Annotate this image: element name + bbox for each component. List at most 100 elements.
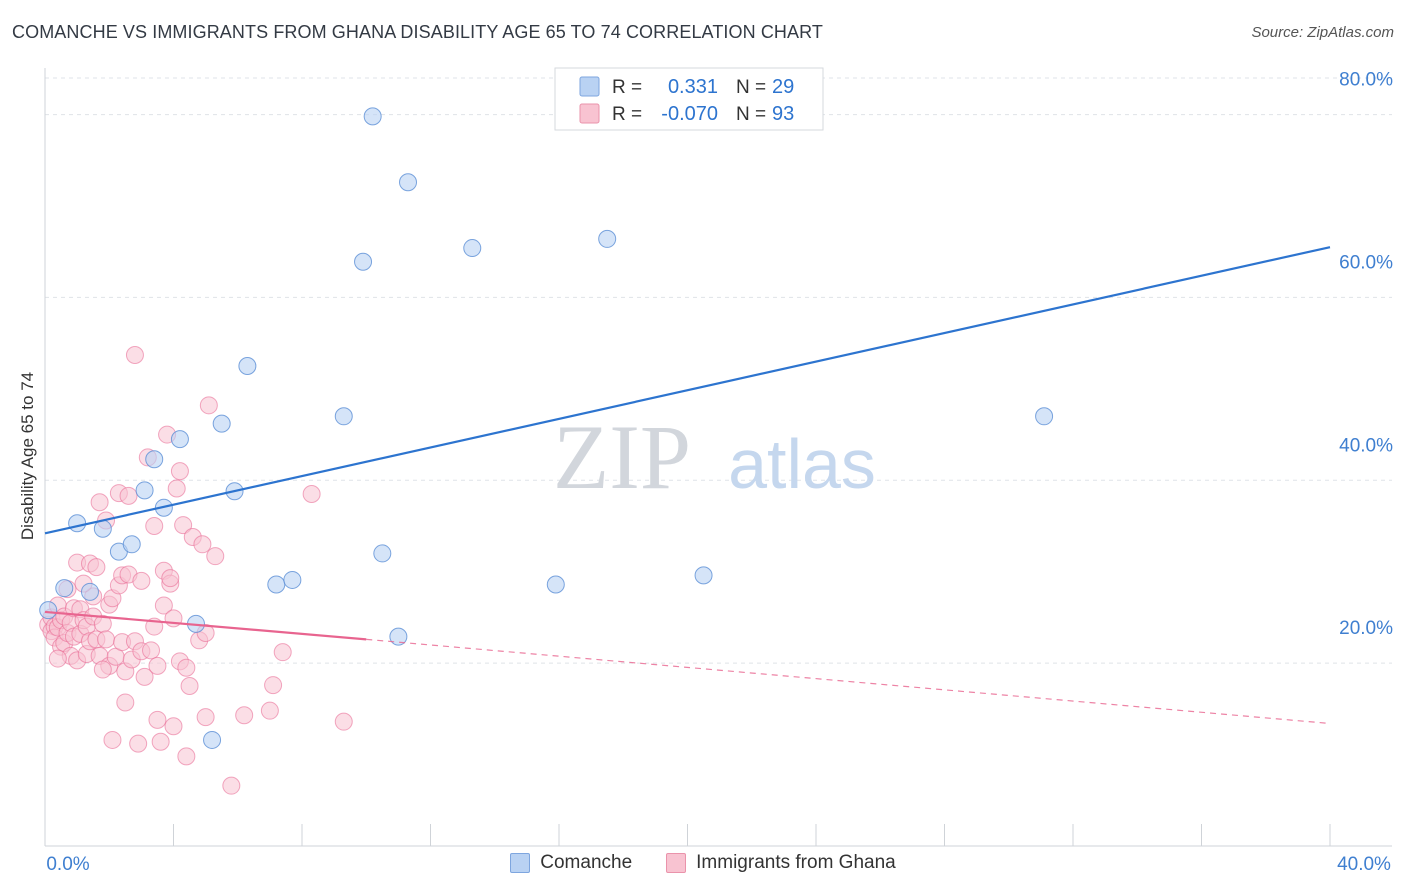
ghana-point bbox=[177, 658, 196, 677]
legend-r-label-2: R = bbox=[612, 104, 642, 125]
ghana-point bbox=[125, 346, 144, 365]
ghana-point bbox=[260, 701, 279, 720]
trend-lines bbox=[44, 246, 1331, 725]
ghana-points bbox=[39, 346, 353, 795]
comanche-point bbox=[363, 107, 382, 126]
ghana-point bbox=[167, 479, 186, 498]
comanche-point bbox=[203, 730, 222, 749]
comanche-point bbox=[463, 239, 482, 258]
comanche-point bbox=[283, 570, 302, 589]
ghana-point bbox=[142, 641, 161, 660]
ghana-point bbox=[129, 734, 148, 753]
comanche-point bbox=[238, 357, 257, 375]
comanche-point bbox=[39, 601, 58, 620]
ghana-point bbox=[170, 462, 189, 481]
ghana-point bbox=[97, 630, 116, 649]
ghana-point bbox=[151, 732, 170, 751]
series-legend: Comanche Immigrants from Ghana bbox=[0, 852, 1406, 874]
watermark: ZIP atlas bbox=[553, 406, 876, 508]
legend-n-label-2: N = bbox=[736, 104, 766, 125]
ghana-point bbox=[154, 596, 173, 615]
legend-swatch-ghana-bottom bbox=[666, 853, 687, 873]
comanche-point bbox=[170, 430, 189, 449]
y-tick-label: 40.0% bbox=[1339, 435, 1393, 456]
legend-label-comanche: Comanche bbox=[540, 852, 633, 873]
ghana-trend-extension bbox=[366, 638, 1331, 725]
ghana-point bbox=[148, 656, 167, 675]
comanche-point bbox=[135, 481, 154, 500]
y-axis-title: Disability Age 65 to 74 bbox=[18, 372, 37, 540]
ghana-point bbox=[174, 516, 193, 535]
axis-labels: 20.0% 40.0% 60.0% 80.0% 0.0% 40.0% Disability … bbox=[18, 70, 1393, 875]
comanche-point bbox=[354, 252, 373, 271]
comanche-point bbox=[122, 535, 141, 554]
chart-title: COMANCHE VS IMMIGRANTS FROM GHANA DISABI… bbox=[12, 22, 823, 42]
ghana-point bbox=[199, 396, 218, 415]
comanche-point bbox=[598, 229, 617, 248]
legend-item-ghana[interactable]: Immigrants from Ghana bbox=[666, 852, 896, 874]
comanche-point bbox=[694, 566, 713, 585]
y-tick-label: 20.0% bbox=[1339, 618, 1393, 639]
comanche-point bbox=[399, 173, 418, 192]
ghana-point bbox=[90, 493, 109, 512]
comanche-points bbox=[39, 107, 1054, 749]
comanche-point bbox=[212, 414, 231, 433]
legend-swatch-comanche bbox=[579, 76, 600, 97]
watermark-zip: ZIP bbox=[553, 406, 691, 508]
ghana-point bbox=[148, 710, 167, 729]
ghana-point bbox=[132, 571, 151, 590]
legend-swatch-comanche-bottom bbox=[510, 853, 531, 873]
legend-r-value-2: -0.070 bbox=[661, 103, 718, 125]
ghana-point bbox=[145, 517, 164, 535]
legend-item-comanche[interactable]: Comanche bbox=[510, 852, 632, 874]
legend-swatch-ghana bbox=[579, 103, 600, 124]
ghana-point bbox=[161, 569, 180, 588]
comanche-point bbox=[55, 579, 74, 598]
comanche-point bbox=[1035, 407, 1054, 426]
legend-r-value-1: 0.331 bbox=[668, 76, 718, 98]
ghana-point bbox=[334, 712, 353, 731]
ghana-point bbox=[302, 485, 321, 503]
comanche-trend-line bbox=[44, 246, 1331, 535]
ghana-point bbox=[196, 708, 215, 727]
ghana-point bbox=[206, 547, 225, 566]
legend-n-label-1: N = bbox=[736, 77, 766, 98]
ghana-point bbox=[119, 486, 138, 505]
legend-r-label-1: R = bbox=[612, 77, 642, 98]
ghana-point bbox=[235, 706, 254, 725]
comanche-point bbox=[334, 407, 353, 426]
comanche-point bbox=[389, 627, 408, 646]
ghana-point bbox=[273, 643, 292, 662]
ghana-point bbox=[116, 693, 135, 712]
ghana-point bbox=[264, 676, 283, 695]
source-credit: Source: ZipAtlas.com bbox=[1251, 24, 1394, 41]
ghana-point bbox=[164, 717, 183, 736]
ghana-point bbox=[87, 558, 106, 577]
comanche-point bbox=[68, 514, 87, 533]
ghana-point bbox=[48, 649, 67, 668]
x-tick-label-max: 40.0% bbox=[1337, 854, 1391, 875]
comanche-point bbox=[267, 575, 286, 594]
ghana-trend-line bbox=[44, 610, 367, 641]
ghana-point bbox=[193, 535, 212, 554]
legend-label-ghana: Immigrants from Ghana bbox=[696, 852, 896, 873]
comanche-point bbox=[80, 582, 99, 601]
axes-layer bbox=[44, 68, 1392, 847]
ghana-point bbox=[93, 660, 112, 679]
y-tick-label: 80.0% bbox=[1339, 70, 1393, 91]
y-tick-label: 60.0% bbox=[1339, 252, 1393, 273]
ghana-point bbox=[135, 667, 154, 686]
comanche-point bbox=[373, 544, 392, 563]
x-tick-label-min: 0.0% bbox=[46, 854, 89, 875]
comanche-point bbox=[145, 450, 164, 469]
ghana-point bbox=[222, 776, 241, 795]
legend-n-value-2: 93 bbox=[772, 103, 794, 125]
ghana-point bbox=[103, 730, 122, 749]
comanche-point bbox=[546, 575, 565, 594]
legend-frame bbox=[554, 67, 824, 131]
ghana-point bbox=[180, 677, 199, 695]
ghana-point bbox=[177, 747, 196, 766]
correlation-legend: R = 0.331 N = 29 R = -0.070 N = 93 bbox=[554, 67, 824, 131]
watermark-atlas: atlas bbox=[728, 425, 876, 503]
